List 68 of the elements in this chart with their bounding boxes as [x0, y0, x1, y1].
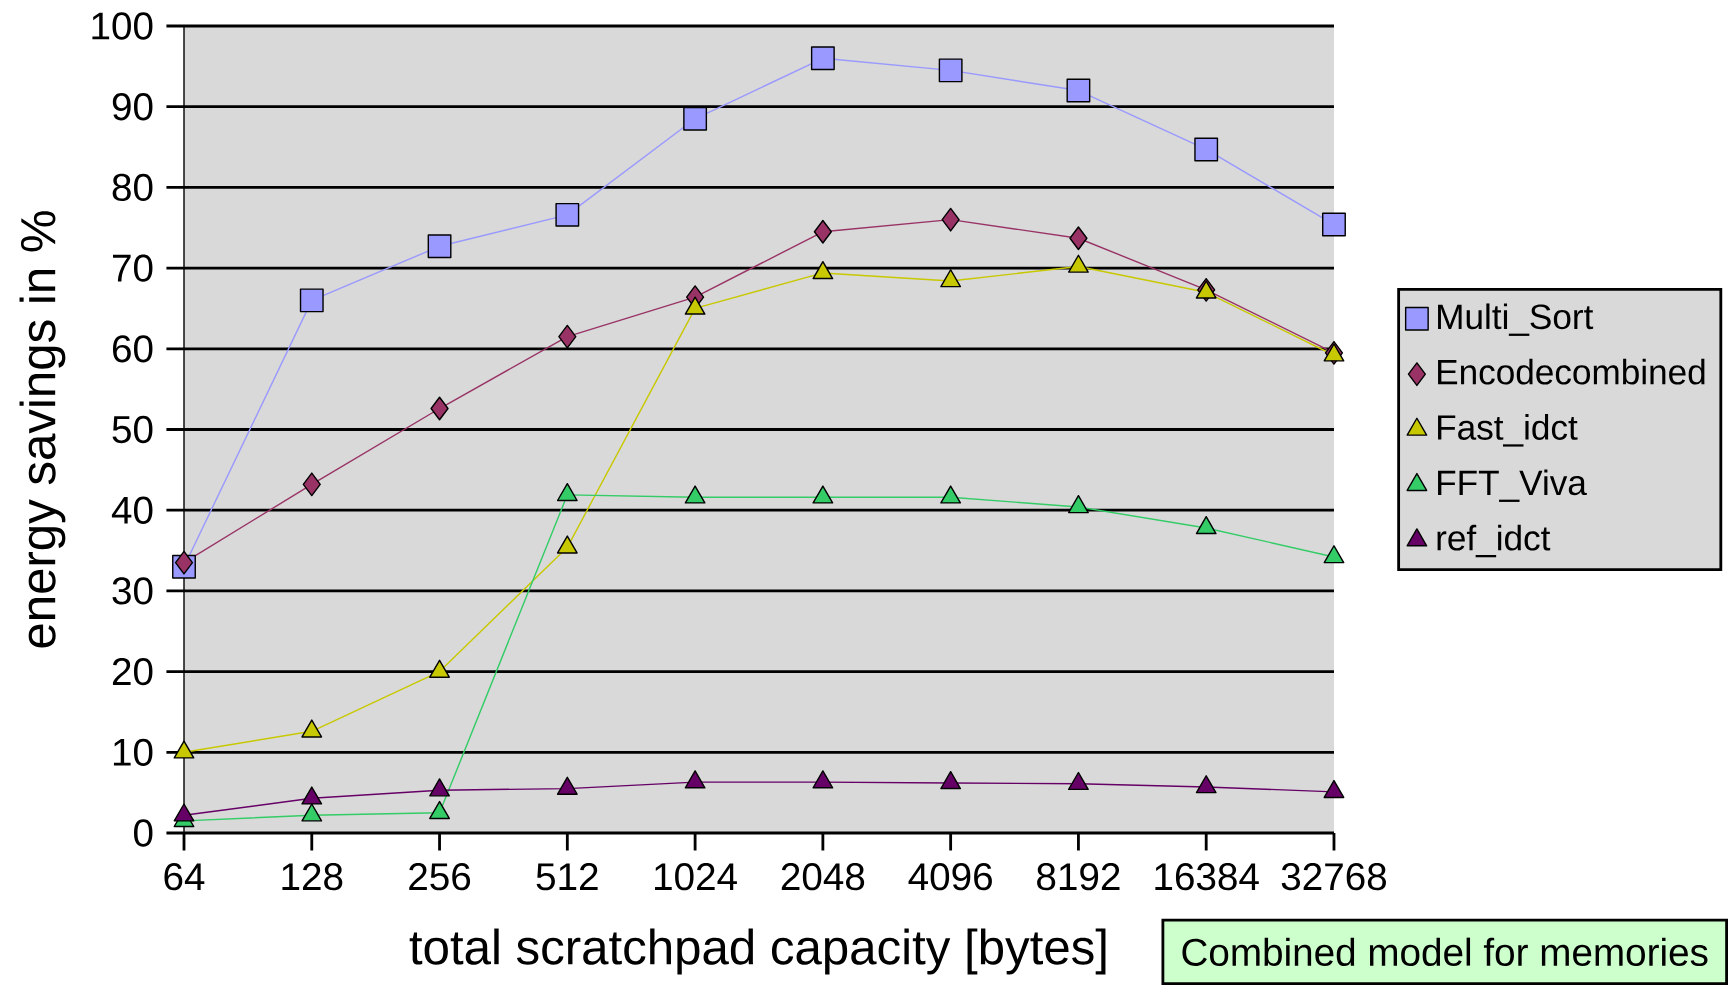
point	[1195, 775, 1217, 794]
point	[173, 740, 195, 759]
point	[299, 288, 324, 313]
point	[555, 202, 580, 227]
point	[1323, 779, 1345, 799]
x-tick-label: 64	[164, 863, 205, 891]
y-tick-label: 70	[113, 254, 153, 282]
point	[173, 803, 195, 822]
y-tick-label: 100	[92, 12, 153, 40]
y-tick-label: 50	[112, 415, 153, 444]
legend-label: Encodecombined	[1438, 358, 1705, 385]
point	[684, 485, 706, 504]
point	[429, 659, 451, 678]
x-tick-label: 4096	[908, 863, 992, 891]
point	[683, 106, 708, 131]
x-tick-label: 2048	[781, 863, 865, 891]
text: Combined model for memories	[1182, 937, 1708, 967]
point	[302, 472, 321, 497]
point	[556, 776, 578, 795]
point	[812, 770, 834, 789]
y-tick-label: 20	[112, 657, 153, 686]
y-tick-label: 30	[112, 577, 153, 605]
point	[1069, 226, 1088, 251]
point	[941, 207, 960, 232]
x-tick-label: 16384	[1155, 863, 1259, 891]
y-tick-label: 60	[113, 335, 153, 363]
point	[813, 219, 833, 244]
point	[1067, 771, 1089, 791]
x-tick-label: 32768	[1281, 863, 1386, 891]
point	[429, 800, 451, 820]
point	[812, 485, 834, 504]
y-tick-label: 90	[112, 93, 153, 121]
point	[556, 482, 578, 502]
point	[1194, 137, 1219, 162]
legend-label: ref_idct	[1437, 524, 1551, 558]
y-tick-label: 0	[134, 819, 153, 847]
point	[810, 46, 835, 71]
x-tick-label: 256	[409, 863, 471, 891]
point	[1322, 212, 1346, 237]
point	[940, 269, 962, 288]
point	[1067, 495, 1089, 514]
y-axis-title: energy savings in %	[19, 211, 66, 648]
point	[938, 58, 963, 83]
x-tick-label: 8192	[1037, 863, 1120, 891]
legend-label: Multi_Sort	[1438, 303, 1594, 336]
point	[1323, 545, 1345, 564]
point	[301, 719, 323, 738]
point	[684, 770, 706, 789]
point	[301, 803, 323, 822]
point	[427, 234, 452, 259]
point	[1195, 515, 1217, 535]
y-tick-label: 10	[113, 738, 153, 766]
legend-label: FFT_Viva	[1438, 469, 1587, 502]
x-tick-label: 1024	[655, 863, 737, 891]
point	[558, 324, 577, 349]
point	[429, 778, 451, 797]
x-tick-label: 512	[536, 863, 598, 891]
legend-label: Fast_idct	[1438, 414, 1578, 447]
point	[940, 485, 962, 504]
point	[301, 786, 323, 805]
point	[940, 770, 962, 790]
point	[1066, 78, 1091, 103]
y-tick-label: 40	[111, 496, 153, 524]
x-axis-title: total scratchpad capacity [bytes]	[409, 928, 1106, 975]
y-tick-label: 80	[112, 173, 153, 202]
point	[430, 396, 449, 421]
point	[556, 535, 578, 554]
x-tick-label: 128	[282, 863, 343, 891]
